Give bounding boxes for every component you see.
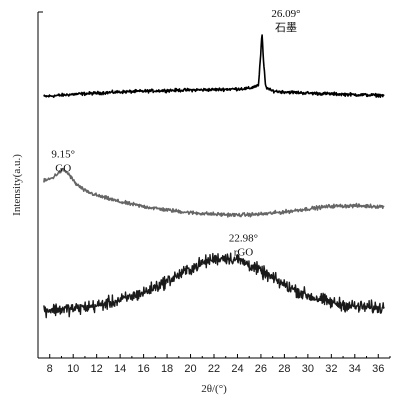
x-tick-label: 10 — [67, 363, 79, 375]
x-tick-label: 8 — [47, 363, 53, 375]
x-tick-label: 26 — [255, 363, 267, 375]
x-tick-label: 32 — [325, 363, 337, 375]
x-tick-label: 20 — [184, 363, 196, 375]
peak-name-label: GO — [55, 163, 71, 175]
x-axis-label: 2θ/(°) — [201, 383, 227, 395]
x-tick-label: 24 — [231, 363, 243, 375]
x-tick-label: 22 — [208, 363, 220, 375]
x-tick-label: 18 — [161, 363, 173, 375]
series-line-rGO — [43, 252, 385, 319]
x-ticks: 8 10 12 14 16 18 20 22 24 26 28 30 32 34 36 — [37, 354, 391, 375]
annotations: 26.09°石墨 9.15° GO 22.98° rGO — [51, 8, 300, 259]
x-tick-label: 34 — [349, 363, 361, 375]
peak-angle-label: 22.98° — [229, 233, 258, 245]
peak-name-label: rGO — [234, 247, 254, 259]
x-tick-label: 14 — [114, 363, 126, 375]
series-line-石墨 — [43, 34, 385, 99]
series-group — [43, 34, 385, 319]
x-tick-label: 30 — [302, 363, 314, 375]
x-tick-label: 16 — [137, 363, 149, 375]
peak-angle-label: 26.09° — [271, 8, 300, 20]
x-tick-label: 12 — [91, 363, 103, 375]
x-tick-label: 28 — [278, 363, 290, 375]
x-tick-label: 36 — [372, 363, 384, 375]
y-axis-label: Intensity(a.u.) — [11, 154, 23, 216]
peak-angle-label: 9.15° — [51, 149, 75, 161]
peak-name-label: 石墨 — [275, 21, 297, 34]
series-line-GO — [43, 167, 385, 218]
